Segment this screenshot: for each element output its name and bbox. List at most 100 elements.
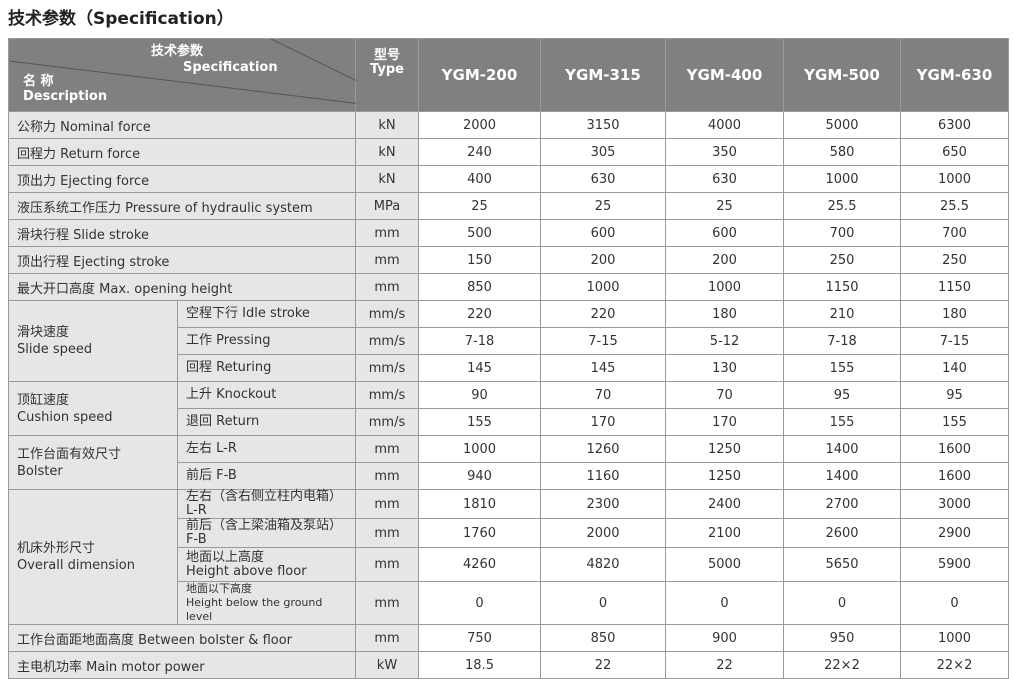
value-cell: 200	[540, 246, 666, 274]
value-cell: 4260	[418, 547, 541, 582]
value-cell: 1260	[540, 435, 666, 463]
value-cell: 400	[418, 165, 541, 193]
value-cell: 0	[540, 581, 666, 625]
table-row: 回程 Returing mm/s 145 145 130 155 140	[9, 354, 1009, 382]
value-cell: 7-18	[783, 327, 901, 355]
table-row: 前后（含上梁油箱及泵站） F-B mm 1760 2000 2100 2600 2900	[9, 518, 1009, 548]
value-cell: 700	[900, 219, 1009, 247]
value-cell: 95	[783, 381, 901, 409]
unit-cell: mm/s	[355, 354, 419, 382]
value-cell: 2300	[540, 489, 666, 519]
value-cell: 7-15	[900, 327, 1009, 355]
row-label: 液压系统工作压力 Pressure of hydraulic system	[8, 192, 356, 220]
unit-cell: kN	[355, 111, 419, 139]
value-cell: 25.5	[900, 192, 1009, 220]
value-cell: 1400	[783, 462, 901, 490]
value-cell: 210	[783, 300, 901, 328]
unit-cell: mm	[355, 219, 419, 247]
value-cell: 700	[783, 219, 901, 247]
unit-cell: mm	[355, 547, 419, 582]
spec-cn: 技术参数	[151, 44, 204, 59]
value-cell: 5000	[665, 547, 784, 582]
sub-label: 工作 Pressing	[177, 327, 356, 355]
row-label: 最大开口高度 Max. opening height	[8, 273, 356, 301]
value-cell: 95	[900, 381, 1009, 409]
value-cell: 155	[783, 408, 901, 436]
value-cell: 7-15	[540, 327, 666, 355]
value-cell: 3150	[540, 111, 666, 139]
row-label: 滑块行程 Slide stroke	[8, 219, 356, 247]
table-row: 顶缸速度 Cushion speed 上升 Knockout mm/s 90 70 70 9…	[8, 381, 1009, 436]
value-cell: 630	[665, 165, 784, 193]
unit-cell: mm	[355, 518, 419, 548]
value-cell: 220	[418, 300, 541, 328]
value-cell: 1250	[665, 462, 784, 490]
spec-en: Specification	[183, 60, 278, 75]
table-row: 工作台面有效尺寸 Bolster 左右 L-R mm 1000 1260 1250 1400…	[8, 435, 1009, 490]
value-cell: 220	[540, 300, 666, 328]
value-cell: 170	[665, 408, 784, 436]
sub-label: 前后（含上梁油箱及泵站） F-B	[177, 518, 356, 548]
value-cell: 2000	[418, 111, 541, 139]
table-row: 最大开口高度 Max. opening height mm 850 1000 1000 1…	[8, 273, 1009, 301]
value-cell: 600	[665, 219, 784, 247]
table-row: 前后 F-B mm 940 1160 1250 1400 1600	[9, 462, 1009, 490]
value-cell: 155	[900, 408, 1009, 436]
value-cell: 500	[418, 219, 541, 247]
unit-cell: mm	[355, 581, 419, 625]
table-row: 地面以上高度 Height above floor mm 4260 4820 5000 5…	[9, 547, 1009, 582]
group-label: 滑块速度 Slide speed	[8, 300, 178, 382]
sub-label: 前后 F-B	[177, 462, 356, 490]
table-row: 公称力 Nominal force kN 2000 3150 4000 5000 6300	[8, 111, 1009, 139]
value-cell: 1000	[418, 435, 541, 463]
value-cell: 25	[540, 192, 666, 220]
value-cell: 580	[783, 138, 901, 166]
value-cell: 155	[783, 354, 901, 382]
unit-cell: mm	[355, 246, 419, 274]
value-cell: 350	[665, 138, 784, 166]
value-cell: 850	[540, 624, 666, 652]
value-cell: 0	[665, 581, 784, 625]
diagonal-lines	[9, 39, 356, 104]
value-cell: 305	[540, 138, 666, 166]
model-header: YGM-400	[665, 38, 784, 112]
value-cell: 1160	[540, 462, 666, 490]
value-cell: 1000	[900, 624, 1009, 652]
table-row: 顶出力 Ejecting force kN 400 630 630 1000 1000	[8, 165, 1009, 193]
row-label: 回程力 Return force	[8, 138, 356, 166]
row-label: 顶出行程 Ejecting stroke	[8, 246, 356, 274]
type-header: 型号 Type	[355, 38, 419, 112]
value-cell: 600	[540, 219, 666, 247]
value-cell: 1150	[900, 273, 1009, 301]
table-row: 退回 Return mm/s 155 170 170 155 155	[9, 408, 1009, 436]
value-cell: 5-12	[665, 327, 784, 355]
value-cell: 2900	[900, 518, 1009, 548]
value-cell: 250	[900, 246, 1009, 274]
model-header: YGM-500	[783, 38, 901, 112]
table-row: 回程力 Return force kN 240 305 350 580 650	[8, 138, 1009, 166]
unit-cell: mm	[355, 624, 419, 652]
unit-cell: mm/s	[355, 381, 419, 409]
value-cell: 150	[418, 246, 541, 274]
value-cell: 950	[783, 624, 901, 652]
table-row: 液压系统工作压力 Pressure of hydraulic system MPa…	[8, 192, 1009, 220]
value-cell: 5650	[783, 547, 901, 582]
value-cell: 22×2	[900, 651, 1009, 679]
model-header: YGM-630	[900, 38, 1009, 112]
group-label: 工作台面有效尺寸 Bolster	[8, 435, 178, 490]
value-cell: 1250	[665, 435, 784, 463]
table-row: 滑块速度 Slide speed 空程下行 Idle stroke mm/s 220 2…	[8, 300, 1009, 382]
value-cell: 5000	[783, 111, 901, 139]
value-cell: 140	[900, 354, 1009, 382]
value-cell: 5900	[900, 547, 1009, 582]
unit-cell: kW	[355, 651, 419, 679]
group-label: 顶缸速度 Cushion speed	[8, 381, 178, 436]
value-cell: 0	[783, 581, 901, 625]
value-cell: 1000	[900, 165, 1009, 193]
value-cell: 6300	[900, 111, 1009, 139]
unit-cell: mm/s	[355, 327, 419, 355]
spec-table: 技术参数 Specification 名 称 Description 型号 Typ…	[8, 38, 1009, 679]
value-cell: 22×2	[783, 651, 901, 679]
value-cell: 25	[665, 192, 784, 220]
value-cell: 2100	[665, 518, 784, 548]
